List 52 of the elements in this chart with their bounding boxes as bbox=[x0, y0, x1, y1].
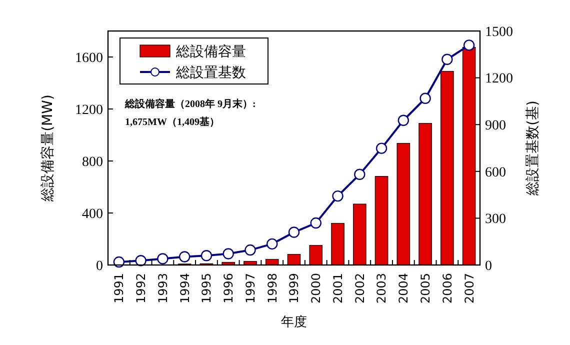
point bbox=[178, 251, 190, 262]
y-tick-label: 800 bbox=[82, 154, 103, 170]
annotation: 総設備容量（2008年 9月末）: bbox=[124, 98, 256, 110]
y2-axis-title: 総設置基数(基) bbox=[525, 100, 541, 196]
annotation: 1,675MW（1,409基） bbox=[125, 116, 220, 128]
point bbox=[222, 248, 234, 260]
legend-label: 総設置基数 bbox=[175, 64, 246, 81]
point bbox=[288, 226, 300, 238]
x-tick-label: 1997 bbox=[243, 273, 258, 304]
point bbox=[463, 40, 475, 51]
x-axis-title: 年度 bbox=[281, 314, 307, 330]
x-tick-label: 2005 bbox=[418, 273, 432, 304]
x-tick-label: 2002 bbox=[352, 273, 367, 304]
point bbox=[244, 244, 256, 256]
point bbox=[354, 168, 366, 180]
x-tick-label: 2003 bbox=[374, 273, 389, 304]
legend-label: 総設備容量 bbox=[175, 44, 246, 60]
y-axis-title: 総設備容量(MW) bbox=[40, 94, 56, 202]
y-tick-label: 0 bbox=[96, 258, 103, 274]
x-tick-label: 1994 bbox=[178, 273, 192, 304]
y-tick-label: 1200 bbox=[75, 102, 103, 118]
x-tick-label: 2004 bbox=[396, 273, 411, 304]
point bbox=[266, 238, 278, 250]
x-tick-label: 1993 bbox=[156, 273, 170, 304]
x-tick-label: 2000 bbox=[309, 273, 324, 304]
point bbox=[442, 54, 453, 65]
y2-tick-label: 0 bbox=[485, 258, 492, 274]
y-tick-label: 1600 bbox=[75, 50, 103, 66]
x-tick-label: 1992 bbox=[134, 273, 148, 304]
x-tick-label: 2007 bbox=[462, 273, 476, 304]
y2-tick-label: 900 bbox=[485, 118, 506, 134]
x-tick-label: 1996 bbox=[222, 273, 236, 304]
point bbox=[398, 114, 410, 126]
x-tick-label: 1998 bbox=[265, 273, 280, 304]
point bbox=[310, 217, 322, 229]
point bbox=[376, 142, 388, 154]
y2-tick-label: 300 bbox=[485, 212, 506, 228]
point bbox=[420, 92, 431, 104]
x-tick-label: 1999 bbox=[287, 273, 302, 304]
point bbox=[200, 250, 212, 262]
y2-tick-label: 600 bbox=[485, 165, 506, 180]
y2-tick-label: 1200 bbox=[485, 72, 513, 87]
point bbox=[135, 255, 146, 266]
x-tick-label: 1995 bbox=[200, 273, 214, 304]
point bbox=[157, 253, 168, 264]
x-tick-label: 2001 bbox=[330, 273, 345, 304]
point bbox=[113, 256, 125, 268]
x-tick-label: 2006 bbox=[440, 273, 454, 304]
y-tick-label: 400 bbox=[82, 206, 103, 222]
x-tick-label: 1991 bbox=[112, 273, 126, 304]
y2-tick-label: 1500 bbox=[485, 24, 513, 40]
point bbox=[332, 190, 344, 202]
